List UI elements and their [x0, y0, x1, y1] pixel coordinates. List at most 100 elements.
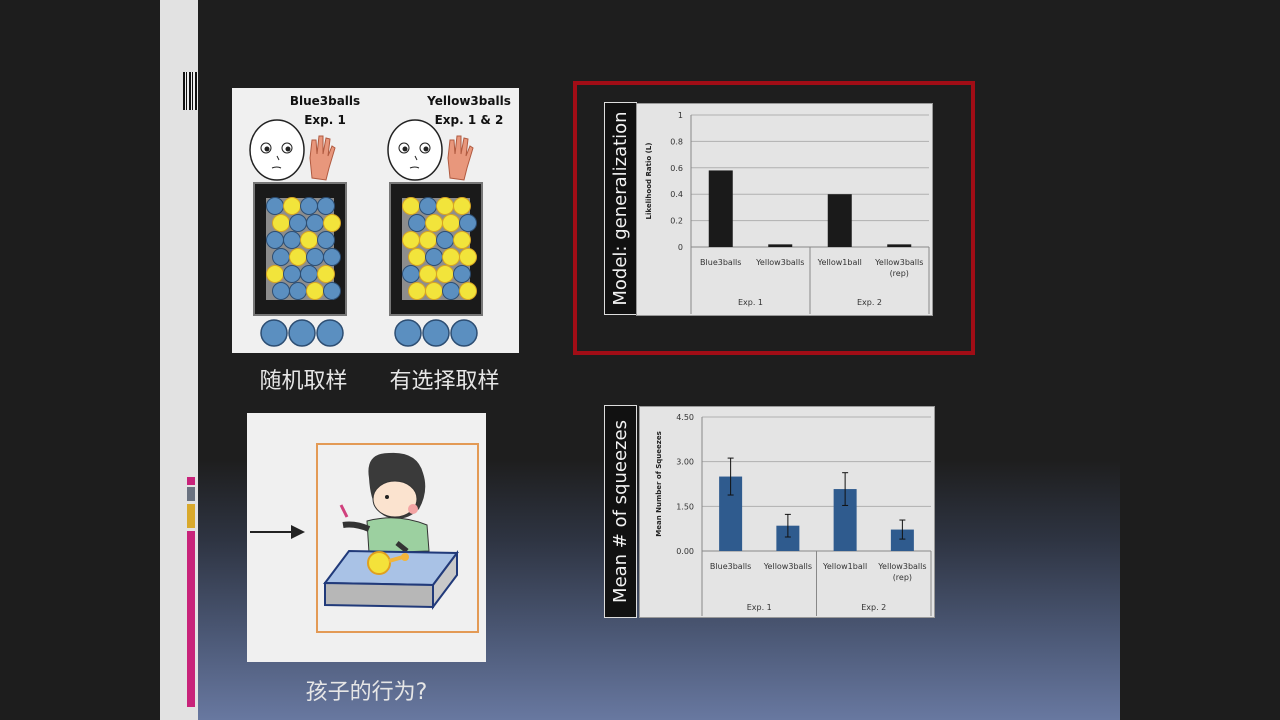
face-icon-left — [249, 119, 305, 181]
outer-left-background — [0, 0, 160, 720]
category-label: Blue3balls — [710, 562, 751, 571]
category-label: (rep) — [890, 269, 909, 278]
label-exp1: Exp. 1 — [304, 113, 346, 127]
category-label: Yellow1ball — [817, 258, 862, 267]
blue-ball — [419, 197, 437, 215]
y-tick-label: 0.2 — [670, 217, 683, 226]
yellow-ball — [453, 231, 471, 249]
yellow-ball — [317, 265, 335, 283]
group-label-2: Exp. 2 — [861, 603, 886, 612]
y-tick-label: 4.50 — [676, 413, 694, 422]
chart2-svg: 0.00 1.50 3.00 4.50 Mean Number of Squeezes B… — [655, 413, 932, 616]
yellow-ball — [436, 197, 454, 215]
y-axis-label: Likelihood Ratio (L) — [645, 143, 653, 220]
yellow-ball — [442, 248, 460, 266]
bar-3 — [827, 194, 852, 247]
bar-3 — [833, 489, 857, 551]
bar-2 — [768, 244, 793, 247]
yellow-ball — [453, 197, 471, 215]
category-label: Yellow3balls — [877, 562, 926, 571]
yellow-ball — [425, 282, 443, 300]
blue-ball — [317, 197, 335, 215]
y-tick-label: 1.50 — [676, 502, 694, 511]
category-label: Yellow3balls — [874, 258, 923, 267]
blue-ball — [306, 214, 324, 232]
blue-ball — [300, 197, 318, 215]
yellow-ball — [459, 282, 477, 300]
yellow-ball — [272, 214, 290, 232]
yellow-ball — [402, 231, 420, 249]
label-blue3balls: Blue3balls — [290, 94, 360, 108]
bar-2 — [776, 525, 800, 551]
yellow-ball — [283, 197, 301, 215]
barcode-decoration — [183, 72, 198, 110]
blue-ball — [306, 248, 324, 266]
blue-ball — [272, 282, 290, 300]
caption-child-behavior: 孩子的行为? — [305, 680, 428, 705]
category-label: Yellow3balls — [763, 562, 812, 571]
box-yellow-majority — [389, 182, 483, 316]
group-label-1: Exp. 1 — [738, 298, 763, 307]
yellow-ball — [436, 265, 454, 283]
chart2-title: Mean # of squeezes — [610, 420, 631, 603]
group-label-2: Exp. 2 — [857, 298, 882, 307]
y-tick-label: 1 — [678, 111, 683, 120]
blue-ball — [272, 248, 290, 266]
caption-random-sampling: 随机取样 — [259, 369, 348, 394]
category-label: Yellow1ball — [822, 562, 867, 571]
blue-ball — [408, 214, 426, 232]
yellow-ball — [419, 231, 437, 249]
yellow-toy-icon — [367, 551, 409, 575]
category-label: Blue3balls — [700, 258, 741, 267]
category-label: (rep) — [893, 573, 912, 582]
bar-4 — [887, 244, 912, 247]
blue-ball — [266, 197, 284, 215]
y-tick-label: 0.8 — [670, 137, 683, 146]
blue-ball — [300, 265, 318, 283]
yellow-ball — [306, 282, 324, 300]
color-bar-gray — [187, 487, 195, 501]
arrow-right-icon — [250, 525, 305, 539]
chart1: 0 0.2 0.4 0.6 0.8 1 Likelihood Ratio (L) Blue3b… — [636, 103, 933, 316]
caption-selective-sampling: 有选择取样 — [389, 369, 500, 394]
color-bar-gold — [187, 504, 195, 528]
sampling-illustration: Blue3balls Exp. 1 Yellow3balls Exp. 1 & … — [249, 94, 511, 347]
label-yellow3balls: Yellow3balls — [426, 94, 511, 108]
yellow-ball — [419, 265, 437, 283]
sampling-illustration-panel: Blue3balls Exp. 1 Yellow3balls Exp. 1 & … — [232, 88, 519, 353]
blue-ball — [323, 248, 341, 266]
chart1-title-box: Model: generalization — [604, 102, 637, 315]
bar-4 — [890, 529, 914, 551]
blue-ball — [402, 265, 420, 283]
face-icon-right — [387, 119, 443, 181]
color-bar-magenta — [187, 531, 195, 707]
yellow-ball — [323, 214, 341, 232]
yellow-ball — [425, 214, 443, 232]
table-icon — [323, 549, 459, 610]
blue-ball — [317, 231, 335, 249]
blue-ball — [453, 265, 471, 283]
yellow-ball — [402, 197, 420, 215]
label-exp1-2: Exp. 1 & 2 — [435, 113, 504, 127]
blue-ball — [266, 231, 284, 249]
group-label-1: Exp. 1 — [747, 603, 772, 612]
child-icon — [339, 452, 430, 554]
y-tick-label: 0.00 — [676, 547, 694, 556]
yellow-ball — [289, 248, 307, 266]
child-illustration-panel — [247, 413, 486, 662]
y-tick-label: 3.00 — [676, 458, 694, 467]
chart2-title-box: Mean # of squeezes — [604, 405, 637, 618]
blue-ball — [436, 231, 454, 249]
yellow-ball — [459, 248, 477, 266]
blue-ball — [425, 248, 443, 266]
sampled-blue-balls-right — [394, 319, 478, 347]
blue-ball — [442, 282, 460, 300]
y-tick-label: 0 — [678, 243, 683, 252]
sampled-blue-balls-left — [260, 319, 344, 347]
yellow-ball — [408, 282, 426, 300]
y-tick-label: 0.4 — [670, 190, 683, 199]
color-bar-magenta-top — [187, 477, 195, 485]
blue-ball — [283, 265, 301, 283]
yellow-ball — [300, 231, 318, 249]
blue-ball — [289, 214, 307, 232]
